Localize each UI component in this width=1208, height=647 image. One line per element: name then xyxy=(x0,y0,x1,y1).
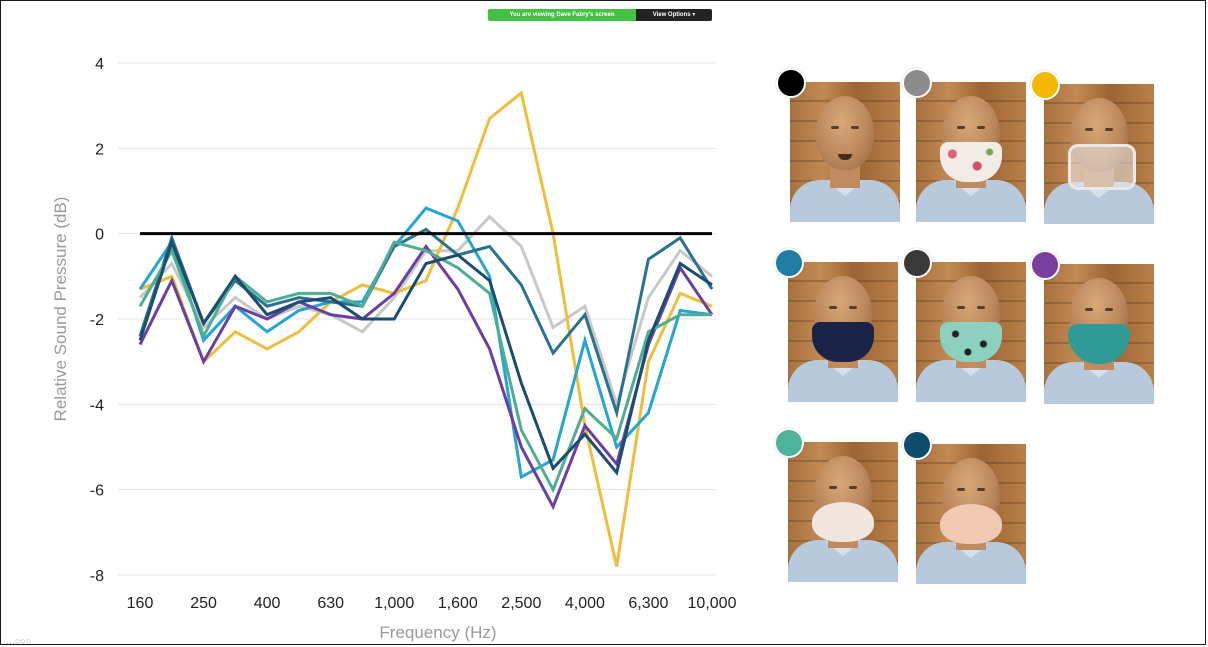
viewing-banner: You are viewing Dave Fabry's screen xyxy=(488,9,636,21)
mask-photo-grid xyxy=(774,68,1176,590)
y-tick-label: -2 xyxy=(90,312,104,329)
screen-share-bar: You are viewing Dave Fabry's screen View… xyxy=(488,9,712,21)
y-tick-label: -4 xyxy=(90,397,104,414)
mask-photo xyxy=(1044,264,1154,404)
face-mask xyxy=(812,322,874,362)
zoom-reaction-dots: …○○○ xyxy=(6,636,32,646)
series-line-7 xyxy=(138,237,713,476)
eye xyxy=(977,126,985,129)
mask-photo xyxy=(916,444,1026,584)
color-swatch xyxy=(774,248,804,278)
eye xyxy=(957,126,965,129)
color-swatch xyxy=(1030,250,1060,280)
x-tick-label: 1,000 xyxy=(374,595,414,612)
mask-photo xyxy=(916,82,1026,222)
color-swatch xyxy=(902,430,932,460)
y-tick-label: 4 xyxy=(95,56,104,73)
line-chart: 4 2 0 -2 -4 -6 -8 160 250 400 630 1,000 1,600 2,500 4,… xyxy=(51,56,737,642)
series-line-5 xyxy=(138,243,714,511)
eye xyxy=(957,488,965,491)
eye xyxy=(977,488,985,491)
mask-photo xyxy=(790,82,900,222)
view-options-label: View Options xyxy=(652,12,691,18)
y-tick-label: 0 xyxy=(95,227,104,244)
y-tick-label: -8 xyxy=(90,568,104,585)
series-line-2 xyxy=(139,90,713,567)
mask-photo xyxy=(916,262,1026,402)
color-swatch xyxy=(902,248,932,278)
color-swatch xyxy=(776,68,806,98)
series-line-4 xyxy=(138,227,714,419)
eye xyxy=(1085,128,1093,131)
y-tick-label: 2 xyxy=(95,141,104,158)
eye xyxy=(831,126,839,129)
face-mask xyxy=(812,502,874,542)
mouth xyxy=(838,154,852,160)
x-tick-label: 400 xyxy=(254,595,281,612)
face-mask xyxy=(1068,144,1136,190)
face-mask xyxy=(940,504,1002,544)
eye xyxy=(977,306,985,309)
color-swatch xyxy=(902,68,932,98)
x-tick-label: 10,000 xyxy=(688,595,737,612)
eye xyxy=(849,486,857,489)
x-tick-label: 250 xyxy=(190,595,217,612)
x-axis-title: Frequency (Hz) xyxy=(379,623,496,642)
eye xyxy=(1105,128,1113,131)
x-tick-label: 4,000 xyxy=(565,595,605,612)
mask-photo xyxy=(788,262,898,402)
x-tick-label: 630 xyxy=(317,595,344,612)
eye xyxy=(1105,308,1113,311)
y-tick-label: -6 xyxy=(90,483,104,500)
eye xyxy=(957,306,965,309)
x-tick-label: 160 xyxy=(127,595,154,612)
y-axis-title: Relative Sound Pressure (dB) xyxy=(51,197,70,422)
mask-photo xyxy=(1044,84,1154,224)
color-swatch xyxy=(1030,70,1060,100)
eye xyxy=(1085,308,1093,311)
x-tick-label: 1,600 xyxy=(438,595,478,612)
chevron-down-icon: ▾ xyxy=(692,12,696,18)
view-options-button[interactable]: View Options ▾ xyxy=(636,9,712,21)
mask-photo xyxy=(788,442,898,582)
eye xyxy=(849,306,857,309)
color-swatch xyxy=(774,428,804,458)
eye xyxy=(851,126,859,129)
x-tick-label: 6,300 xyxy=(628,595,668,612)
face-mask xyxy=(940,322,1002,362)
eye xyxy=(829,306,837,309)
eye xyxy=(829,486,837,489)
x-tick-label: 2,500 xyxy=(501,595,541,612)
face-mask xyxy=(940,142,1002,182)
